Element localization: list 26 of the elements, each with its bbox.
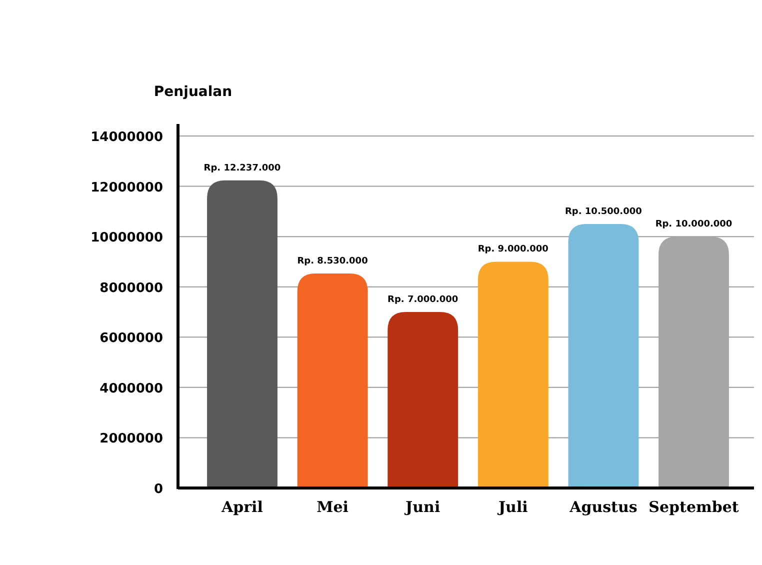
- y-tick-label: 6000000: [100, 331, 163, 346]
- chart-title: Penjualan: [154, 84, 232, 100]
- data-label: Rp. 9.000.000: [478, 244, 548, 255]
- y-tick-label: 0: [154, 482, 163, 497]
- bar: [478, 262, 548, 488]
- y-tick-label: 2000000: [100, 432, 163, 447]
- data-label: Rp. 12.237.000: [204, 163, 281, 174]
- y-tick-label: 4000000: [100, 381, 163, 396]
- data-label: Rp. 10.000.000: [655, 220, 732, 230]
- y-tick-label: 14000000: [90, 130, 163, 145]
- x-tick-label: Septembet: [648, 498, 739, 516]
- y-tick-label: 10000000: [90, 230, 163, 246]
- x-tick-label: Mei: [316, 498, 349, 516]
- x-tick-label: April: [220, 498, 264, 516]
- x-tick-label: Juni: [404, 498, 440, 516]
- bar: [388, 312, 458, 488]
- bar: [207, 180, 278, 488]
- y-tick-label: 8000000: [100, 280, 163, 296]
- x-tick-label: Agustus: [568, 498, 638, 516]
- y-tick-label: 12000000: [90, 180, 163, 196]
- data-label: Rp. 8.530.000: [297, 256, 368, 267]
- bar: [297, 274, 368, 488]
- x-tick-label: Juli: [496, 498, 528, 516]
- data-label: Rp. 10.500.000: [565, 207, 642, 217]
- bar: [568, 224, 639, 488]
- data-label: Rp. 7.000.000: [388, 295, 458, 305]
